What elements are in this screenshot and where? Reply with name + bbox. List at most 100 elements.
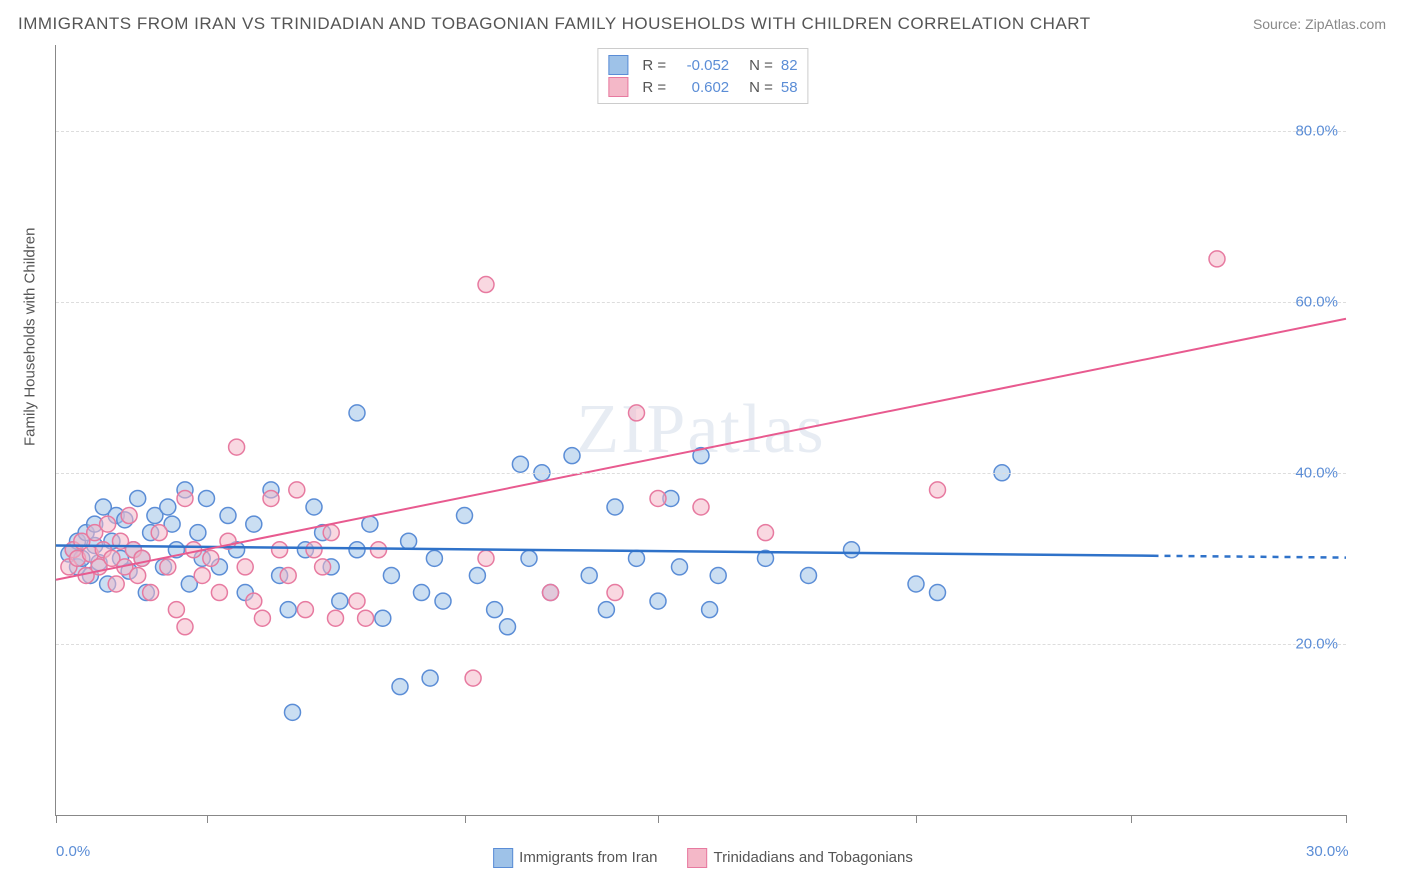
legend-label: Immigrants from Iran — [519, 849, 657, 866]
correlation-legend-row: R = 0.602 N = 58 — [608, 77, 797, 97]
data-point — [289, 482, 305, 498]
data-point — [672, 559, 688, 575]
data-point — [199, 490, 215, 506]
x-tick — [916, 815, 917, 823]
data-point — [457, 508, 473, 524]
data-point — [168, 602, 184, 618]
data-point — [543, 585, 559, 601]
data-point — [332, 593, 348, 609]
x-tick — [658, 815, 659, 823]
data-point — [478, 277, 494, 293]
data-point — [177, 490, 193, 506]
y-axis-label: Family Households with Children — [22, 228, 39, 446]
legend-item: Immigrants from Iran — [493, 848, 657, 868]
regression-line — [56, 319, 1346, 580]
data-point — [629, 550, 645, 566]
data-point — [581, 567, 597, 583]
data-point — [758, 525, 774, 541]
n-value: 82 — [781, 57, 798, 74]
data-point — [151, 525, 167, 541]
data-point — [375, 610, 391, 626]
data-point — [844, 542, 860, 558]
correlation-legend: R = -0.052N = 82R = 0.602N = 58 — [597, 48, 808, 104]
data-point — [487, 602, 503, 618]
data-point — [801, 567, 817, 583]
data-point — [650, 490, 666, 506]
y-tick-label: 60.0% — [1295, 293, 1338, 310]
data-point — [297, 602, 313, 618]
legend-item: Trinidadians and Tobagonians — [688, 848, 913, 868]
data-point — [211, 585, 227, 601]
data-point — [190, 525, 206, 541]
gridline — [56, 473, 1346, 474]
data-point — [358, 610, 374, 626]
series-legend: Immigrants from Iran Trinidadians and Tob… — [493, 848, 913, 868]
gridline — [56, 644, 1346, 645]
data-point — [246, 516, 262, 532]
data-point — [349, 405, 365, 421]
data-point — [414, 585, 430, 601]
data-point — [521, 550, 537, 566]
x-tick-label: 30.0% — [1306, 843, 1349, 860]
x-tick — [1131, 815, 1132, 823]
regression-line-dashed — [1153, 556, 1347, 558]
data-point — [108, 576, 124, 592]
data-point — [323, 525, 339, 541]
plot-area: ZIPatlas 20.0%40.0%60.0%80.0%0.0%30.0% — [55, 45, 1346, 816]
data-point — [100, 516, 116, 532]
data-point — [237, 559, 253, 575]
legend-swatch — [608, 55, 628, 75]
data-point — [280, 602, 296, 618]
data-point — [280, 567, 296, 583]
data-point — [130, 567, 146, 583]
data-point — [710, 567, 726, 583]
data-point — [930, 585, 946, 601]
data-point — [693, 499, 709, 515]
gridline — [56, 302, 1346, 303]
data-point — [383, 567, 399, 583]
data-point — [285, 704, 301, 720]
source-label: Source: ZipAtlas.com — [1253, 16, 1386, 32]
data-point — [121, 508, 137, 524]
data-point — [143, 585, 159, 601]
data-point — [130, 490, 146, 506]
data-point — [930, 482, 946, 498]
y-tick-label: 20.0% — [1295, 635, 1338, 652]
data-point — [629, 405, 645, 421]
data-point — [465, 670, 481, 686]
r-value: -0.052 — [674, 57, 729, 74]
data-point — [607, 499, 623, 515]
y-tick-label: 40.0% — [1295, 464, 1338, 481]
x-tick — [465, 815, 466, 823]
chart-svg — [56, 45, 1346, 815]
data-point — [220, 508, 236, 524]
data-point — [908, 576, 924, 592]
data-point — [160, 499, 176, 515]
n-value: 58 — [781, 79, 798, 96]
legend-swatch — [493, 848, 513, 868]
r-label: R = — [642, 57, 666, 74]
data-point — [426, 550, 442, 566]
x-tick — [207, 815, 208, 823]
data-point — [598, 602, 614, 618]
data-point — [564, 448, 580, 464]
data-point — [229, 439, 245, 455]
data-point — [401, 533, 417, 549]
data-point — [160, 559, 176, 575]
data-point — [306, 499, 322, 515]
r-label: R = — [642, 79, 666, 96]
data-point — [194, 567, 210, 583]
n-label: N = — [749, 79, 773, 96]
data-point — [328, 610, 344, 626]
data-point — [177, 619, 193, 635]
x-tick-label: 0.0% — [56, 843, 90, 860]
chart-title: IMMIGRANTS FROM IRAN VS TRINIDADIAN AND … — [18, 14, 1091, 34]
x-tick — [56, 815, 57, 823]
correlation-legend-row: R = -0.052N = 82 — [608, 55, 797, 75]
data-point — [478, 550, 494, 566]
r-value: 0.602 — [674, 79, 729, 96]
data-point — [1209, 251, 1225, 267]
data-point — [272, 542, 288, 558]
data-point — [246, 593, 262, 609]
data-point — [607, 585, 623, 601]
